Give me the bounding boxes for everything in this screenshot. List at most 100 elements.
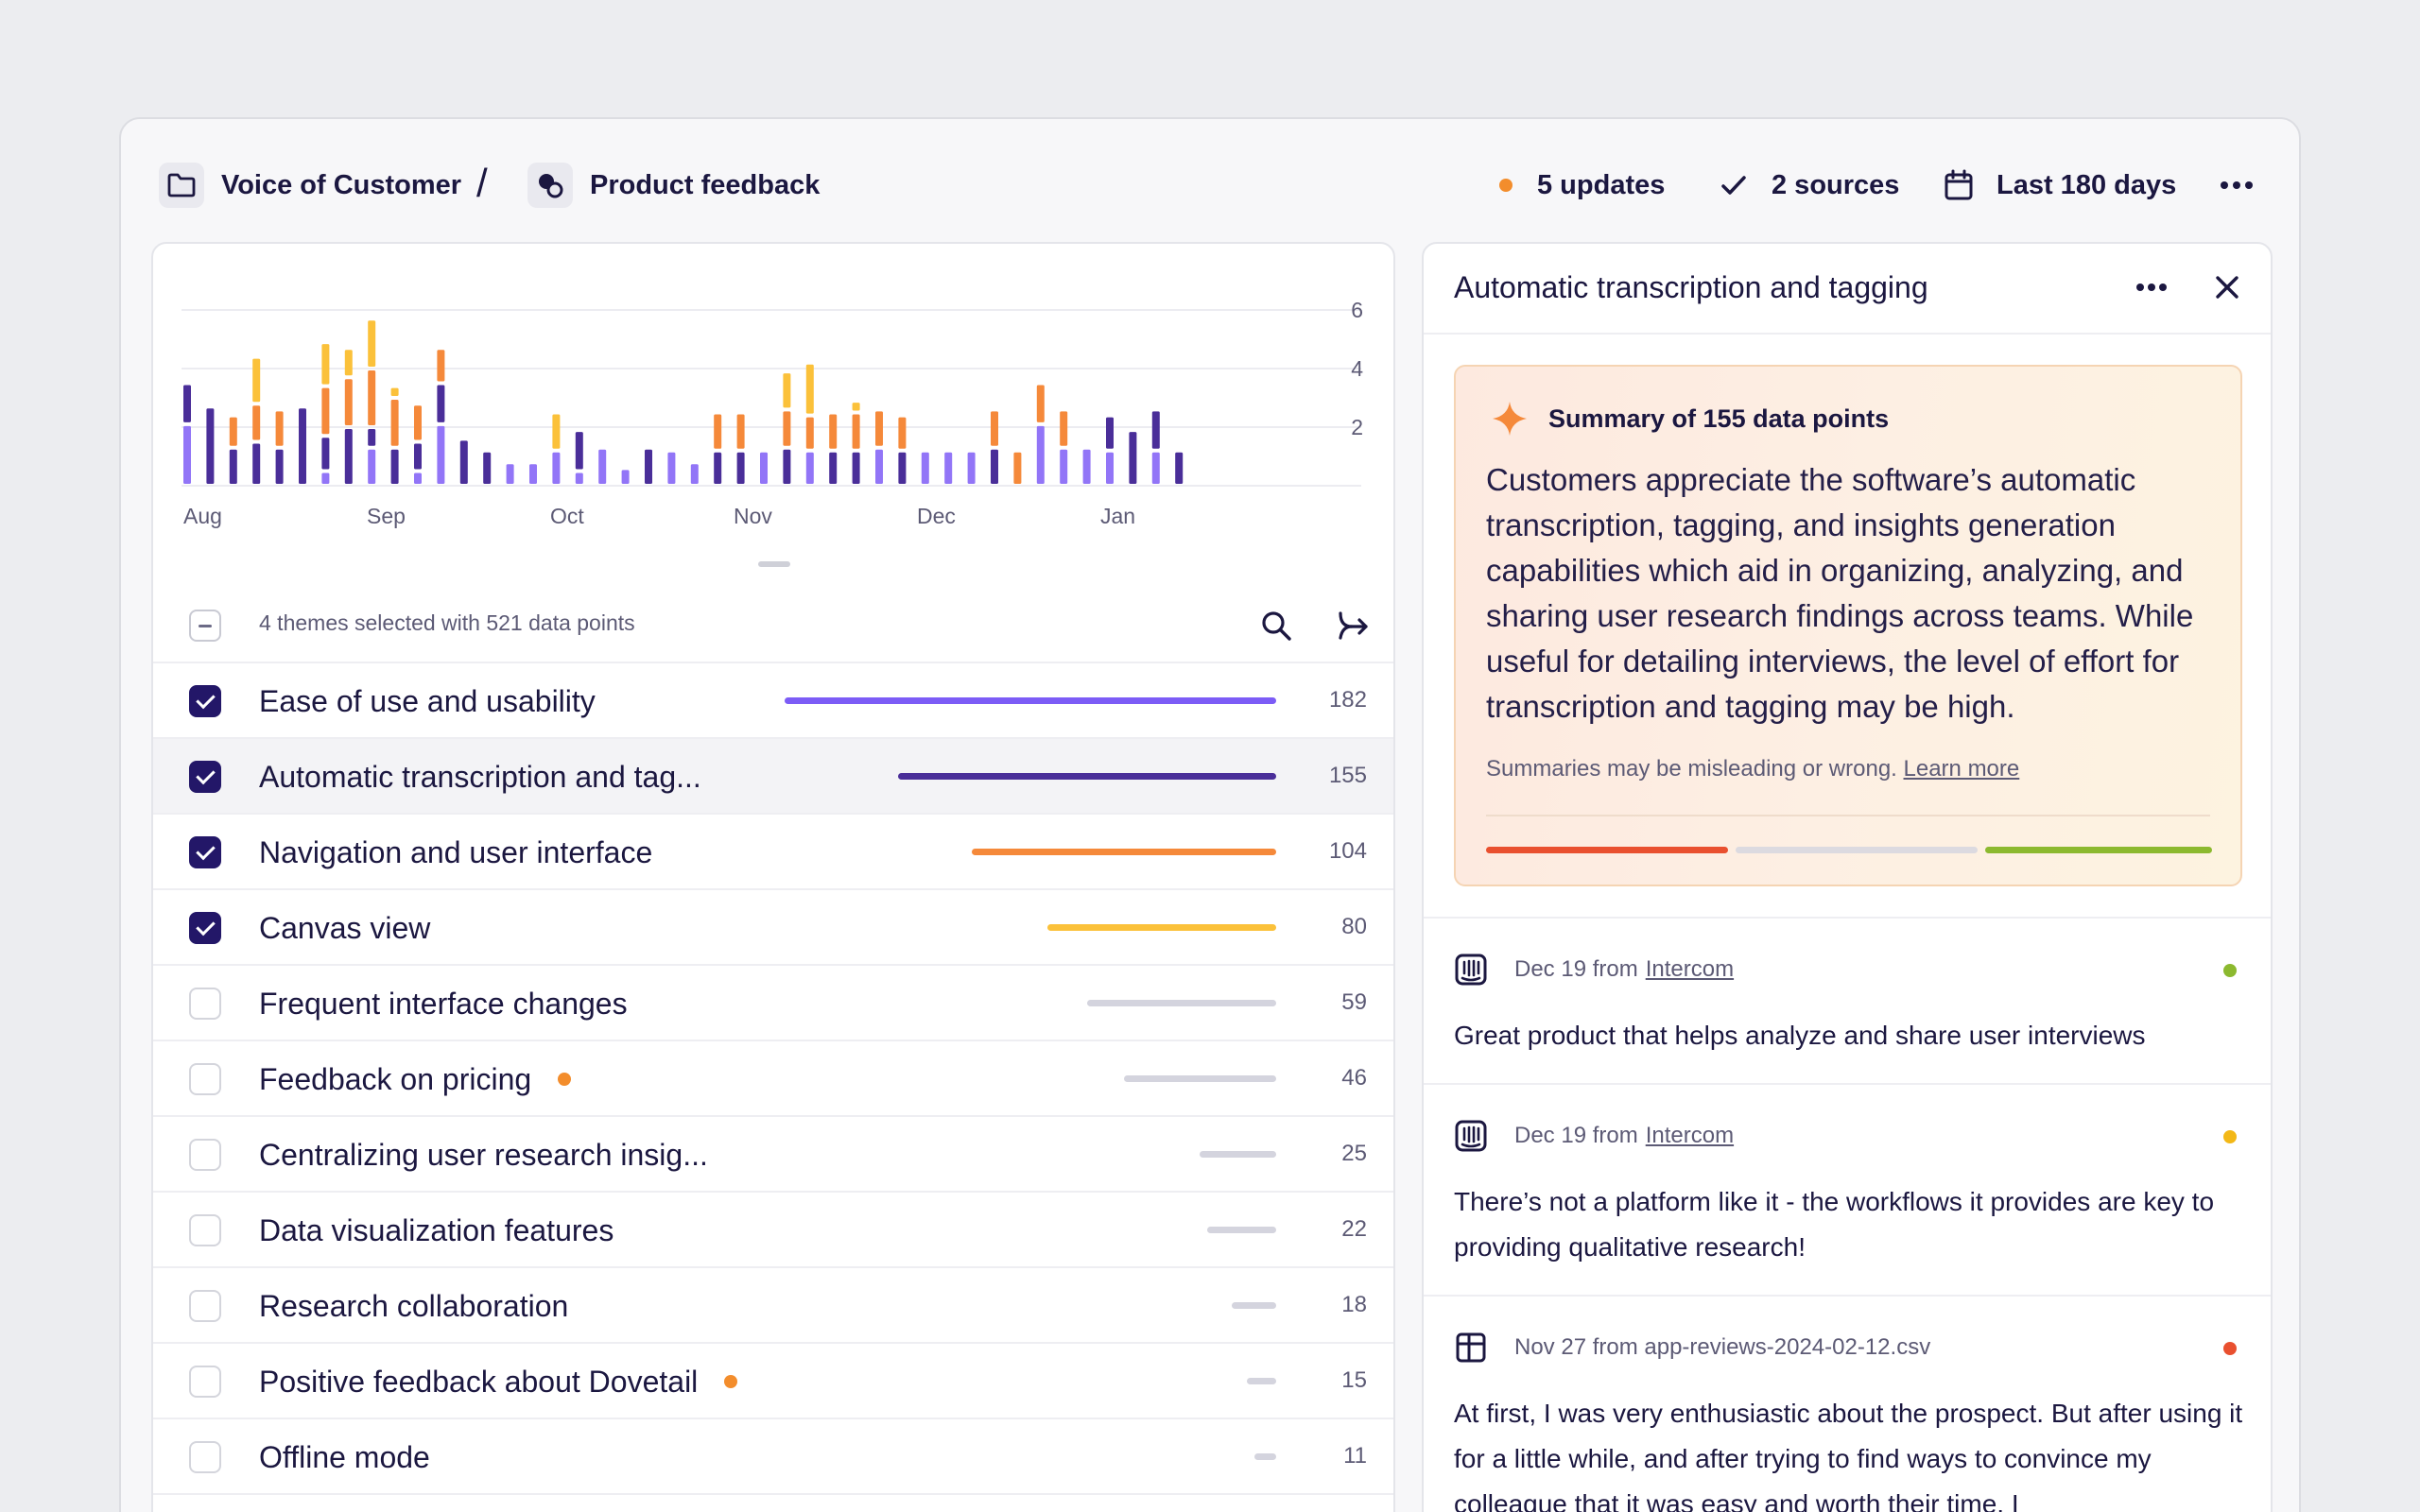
chart-bar[interactable] bbox=[760, 452, 768, 484]
chart-bar[interactable] bbox=[459, 440, 468, 484]
chart-bar[interactable] bbox=[368, 370, 376, 425]
chart-bar[interactable] bbox=[483, 452, 492, 484]
resize-handle[interactable] bbox=[758, 561, 790, 567]
theme-checkbox[interactable] bbox=[189, 685, 221, 717]
chart-bar[interactable] bbox=[829, 452, 838, 484]
more-menu-button[interactable] bbox=[2220, 157, 2254, 214]
chart-bar[interactable] bbox=[1129, 432, 1137, 484]
chart-bar[interactable] bbox=[252, 405, 261, 440]
chart-bar[interactable] bbox=[299, 408, 306, 484]
theme-row[interactable]: Pricing model9 bbox=[153, 1495, 1393, 1512]
search-icon[interactable] bbox=[1255, 605, 1297, 646]
learn-more-link[interactable]: Learn more bbox=[1903, 756, 2020, 782]
chart-bar[interactable] bbox=[991, 411, 998, 446]
theme-row[interactable]: Ease of use and usability 182 bbox=[153, 663, 1393, 739]
theme-checkbox[interactable] bbox=[189, 1063, 221, 1095]
chart-bar[interactable] bbox=[875, 449, 883, 484]
merge-icon[interactable] bbox=[1333, 605, 1374, 646]
chart-bar[interactable] bbox=[736, 452, 745, 484]
chart-bar[interactable] bbox=[344, 429, 353, 484]
chart-bar[interactable] bbox=[252, 358, 261, 403]
theme-row[interactable]: Frequent interface changes 59 bbox=[153, 966, 1393, 1041]
theme-checkbox[interactable] bbox=[189, 1214, 221, 1246]
chart-bar[interactable] bbox=[829, 414, 838, 449]
chart-bar[interactable] bbox=[783, 411, 791, 446]
chart-bar[interactable] bbox=[1151, 452, 1160, 484]
chart-bar[interactable] bbox=[1013, 452, 1022, 484]
theme-row[interactable]: Centralizing user research insig... 25 bbox=[153, 1117, 1393, 1193]
chart-bar[interactable] bbox=[368, 429, 376, 446]
chart-bar[interactable] bbox=[183, 385, 191, 422]
chart-bar[interactable] bbox=[1151, 411, 1160, 449]
chart-bar[interactable] bbox=[275, 449, 284, 484]
theme-row[interactable]: Positive feedback about Dovetail 15 bbox=[153, 1344, 1393, 1419]
chart-bar[interactable] bbox=[390, 449, 399, 484]
chart-bar[interactable] bbox=[736, 414, 745, 449]
chart-bar[interactable] bbox=[714, 414, 722, 449]
theme-row[interactable]: Offline mode 11 bbox=[153, 1419, 1393, 1495]
chart-bar[interactable] bbox=[321, 387, 330, 435]
theme-checkbox[interactable] bbox=[189, 1366, 221, 1398]
chart-bar[interactable] bbox=[690, 464, 699, 484]
feed-item[interactable]: Nov 27 from app-reviews-2024-02-12.csv At… bbox=[1424, 1295, 2271, 1512]
theme-row[interactable]: Automatic transcription and tag... 155 bbox=[153, 739, 1393, 815]
chart-bar[interactable] bbox=[1175, 452, 1184, 484]
theme-checkbox[interactable] bbox=[189, 912, 221, 944]
chart-bar[interactable] bbox=[252, 443, 261, 485]
feed-item[interactable]: Dec 19 from Intercom Great product that he… bbox=[1424, 917, 2271, 1083]
chart-bar[interactable] bbox=[783, 373, 791, 408]
chart-bar[interactable] bbox=[368, 449, 376, 484]
theme-checkbox[interactable] bbox=[189, 1441, 221, 1473]
chart-bar[interactable] bbox=[991, 449, 998, 484]
chart-bar[interactable] bbox=[1106, 417, 1114, 449]
updates-indicator[interactable]: 5 updates bbox=[1499, 157, 1665, 214]
chart-bar[interactable] bbox=[368, 320, 376, 367]
chart-bar[interactable] bbox=[575, 472, 583, 485]
chart-bar[interactable] bbox=[414, 443, 422, 470]
sources-indicator[interactable]: 2 sources bbox=[1720, 157, 1899, 214]
chart-bar[interactable] bbox=[1036, 425, 1045, 484]
chart-bar[interactable] bbox=[1036, 385, 1045, 422]
chart-bar[interactable] bbox=[805, 417, 814, 449]
chart-bar[interactable] bbox=[437, 425, 445, 484]
chart-bar[interactable] bbox=[437, 385, 445, 422]
chart-bar[interactable] bbox=[437, 350, 445, 382]
chart-bar[interactable] bbox=[1082, 449, 1091, 484]
chart-bar[interactable] bbox=[898, 452, 907, 484]
chart-bar[interactable] bbox=[1060, 411, 1068, 446]
chart-bar[interactable] bbox=[1106, 452, 1114, 484]
chart-bar[interactable] bbox=[898, 417, 907, 449]
chart-bar[interactable] bbox=[390, 400, 399, 446]
theme-checkbox[interactable] bbox=[189, 1290, 221, 1322]
chart-bar[interactable] bbox=[390, 387, 399, 396]
theme-row[interactable]: Navigation and user interface 104 bbox=[153, 815, 1393, 890]
chart-bar[interactable] bbox=[875, 411, 883, 446]
chart-bar[interactable] bbox=[321, 344, 330, 385]
chart-bar[interactable] bbox=[852, 414, 860, 449]
theme-row[interactable]: Research collaboration 18 bbox=[153, 1268, 1393, 1344]
chart-bar[interactable] bbox=[275, 411, 284, 446]
chart-bar[interactable] bbox=[229, 449, 237, 484]
chart-bar[interactable] bbox=[852, 452, 860, 484]
breadcrumb-project[interactable]: Product feedback bbox=[527, 157, 820, 214]
chart-bar[interactable] bbox=[344, 379, 353, 425]
chart-bar[interactable] bbox=[183, 425, 191, 484]
chart-bar[interactable] bbox=[852, 403, 860, 411]
chart-bar[interactable] bbox=[1060, 449, 1068, 484]
chart-bar[interactable] bbox=[344, 350, 353, 376]
chart-bar[interactable] bbox=[783, 449, 791, 484]
theme-checkbox[interactable] bbox=[189, 1139, 221, 1171]
chart-bar[interactable] bbox=[805, 364, 814, 414]
theme-row[interactable]: Canvas view 80 bbox=[153, 890, 1393, 966]
chart-bar[interactable] bbox=[414, 472, 422, 485]
chart-bar[interactable] bbox=[714, 452, 722, 484]
chart-bar[interactable] bbox=[805, 452, 814, 484]
chart-bar[interactable] bbox=[598, 449, 607, 484]
feed-source-link[interactable]: Intercom bbox=[1645, 956, 1735, 982]
chart-bar[interactable] bbox=[575, 432, 583, 470]
chart-bar[interactable] bbox=[529, 464, 537, 484]
chart-bar[interactable] bbox=[506, 464, 514, 484]
chart-bar[interactable] bbox=[552, 414, 561, 449]
chart-bar[interactable] bbox=[667, 452, 676, 484]
chart-bar[interactable] bbox=[944, 452, 953, 484]
